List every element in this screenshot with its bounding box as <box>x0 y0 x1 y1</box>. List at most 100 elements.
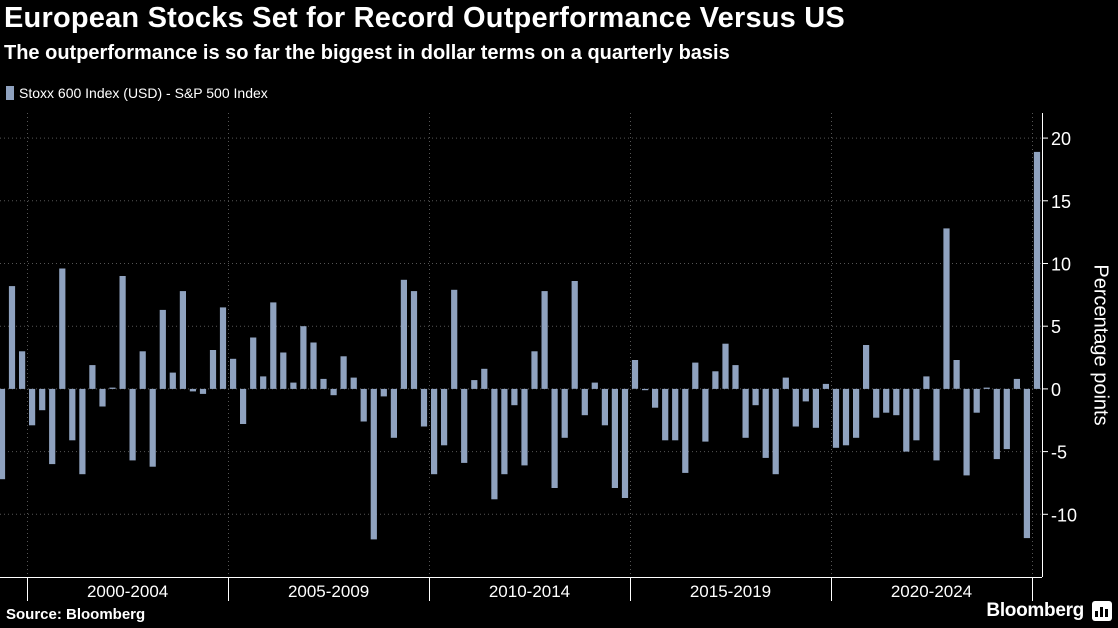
bar <box>410 291 418 389</box>
bar <box>631 360 639 389</box>
y-tick-label: 15 <box>1051 192 1071 212</box>
bar <box>360 388 367 422</box>
bar <box>792 388 799 427</box>
bar <box>621 388 629 498</box>
bar <box>883 388 890 413</box>
bar <box>330 388 337 396</box>
bar <box>953 360 960 389</box>
y-tick-label: -5 <box>1051 443 1067 463</box>
bar <box>260 376 267 389</box>
bar <box>109 387 116 389</box>
bar <box>481 368 488 389</box>
bar <box>722 343 729 389</box>
bar <box>752 388 759 406</box>
bar <box>541 291 548 389</box>
x-tick-label: 2000-2004 <box>87 582 168 601</box>
bar <box>39 388 46 411</box>
bar <box>591 382 598 389</box>
bar <box>973 388 980 413</box>
bar <box>451 289 458 389</box>
legend-label: Stoxx 600 Index (USD) - S&P 500 Index <box>19 85 268 101</box>
bar <box>431 388 438 475</box>
bar <box>993 388 1000 460</box>
x-tick-label: 2015-2019 <box>690 582 771 601</box>
bar <box>521 388 528 466</box>
bar <box>290 382 297 389</box>
bar <box>129 388 136 461</box>
bar <box>19 351 26 389</box>
bar <box>943 228 950 389</box>
bar <box>1003 388 1010 450</box>
y-tick-label: 10 <box>1051 254 1071 274</box>
bar <box>822 383 829 389</box>
bar <box>29 388 36 426</box>
bar <box>420 388 428 427</box>
bar <box>571 281 578 389</box>
bar <box>89 365 96 389</box>
bar <box>762 388 769 458</box>
bar <box>0 388 6 480</box>
bar <box>742 388 749 438</box>
bar <box>501 388 508 475</box>
bar <box>511 388 518 406</box>
bar <box>913 388 920 441</box>
y-tick-label: -10 <box>1051 505 1077 525</box>
bar <box>370 388 377 540</box>
bar <box>99 388 106 407</box>
legend: Stoxx 600 Index (USD) - S&P 500 Index <box>6 85 268 101</box>
bar <box>400 279 407 389</box>
bar <box>300 326 307 389</box>
bloomberg-chart-icon <box>1092 601 1112 621</box>
bar <box>652 388 659 408</box>
y-tick-label: 0 <box>1051 380 1061 400</box>
bar <box>702 388 709 442</box>
bar <box>842 388 850 446</box>
bar <box>1023 388 1030 539</box>
bar <box>471 380 478 389</box>
bar <box>692 362 699 389</box>
bar <box>601 388 608 426</box>
bar <box>49 388 56 465</box>
bar <box>832 388 840 448</box>
bar <box>772 388 779 475</box>
bar <box>712 371 719 389</box>
y-axis-label: Percentage points <box>1089 264 1112 426</box>
bar <box>240 388 247 424</box>
chart-subtitle: The outperformance is so far the biggest… <box>4 42 730 64</box>
bar <box>933 388 940 461</box>
bar <box>1033 151 1041 389</box>
bar <box>270 302 277 389</box>
y-tick-label: 5 <box>1051 317 1061 337</box>
bar <box>340 356 347 389</box>
bar <box>209 350 217 389</box>
bar <box>310 342 317 389</box>
bar <box>893 388 900 416</box>
bar <box>491 388 498 500</box>
brand-logo: Bloomberg <box>986 600 1112 622</box>
bar <box>561 388 568 438</box>
bar <box>280 352 287 389</box>
bar <box>119 276 126 389</box>
y-tick-label: 20 <box>1051 129 1071 149</box>
legend-swatch <box>6 86 14 100</box>
bar <box>1013 378 1020 389</box>
bar <box>853 388 860 438</box>
bar <box>923 376 930 389</box>
bar <box>672 388 679 441</box>
bar <box>461 388 468 463</box>
bar <box>250 337 257 389</box>
bar <box>179 291 186 389</box>
bar <box>8 286 16 389</box>
bar <box>59 268 66 389</box>
bar <box>69 388 76 441</box>
bar <box>169 372 176 389</box>
bar <box>199 388 207 394</box>
bar <box>551 388 558 488</box>
bar <box>873 388 880 418</box>
bar <box>380 388 387 397</box>
bar <box>159 309 166 389</box>
bar <box>782 377 789 389</box>
brand-name: Bloomberg <box>986 600 1084 621</box>
source-note: Source: Bloomberg <box>6 606 146 623</box>
